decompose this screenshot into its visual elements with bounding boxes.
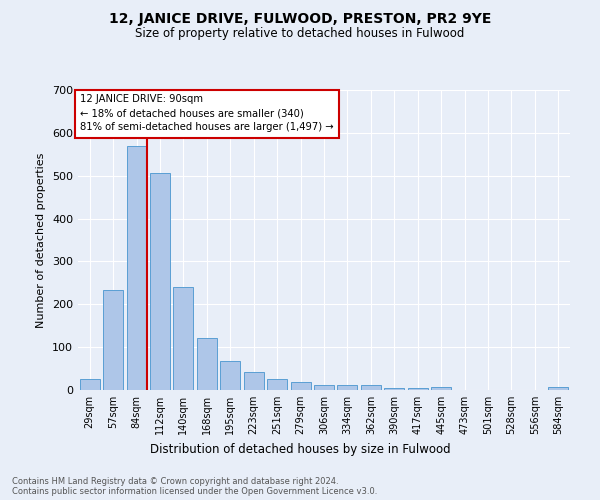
- Bar: [80, 380, 100, 390]
- Bar: [385, 388, 404, 390]
- Bar: [267, 380, 287, 390]
- Bar: [220, 362, 240, 390]
- Bar: [173, 287, 193, 390]
- Bar: [408, 388, 428, 390]
- Text: Size of property relative to detached houses in Fulwood: Size of property relative to detached ho…: [136, 28, 464, 40]
- Bar: [548, 388, 568, 390]
- Text: 12 JANICE DRIVE: 90sqm
← 18% of detached houses are smaller (340)
81% of semi-de: 12 JANICE DRIVE: 90sqm ← 18% of detached…: [80, 94, 334, 132]
- Bar: [361, 386, 381, 390]
- Bar: [290, 382, 311, 390]
- Bar: [197, 338, 217, 390]
- Y-axis label: Number of detached properties: Number of detached properties: [37, 152, 46, 328]
- Bar: [103, 290, 123, 390]
- Text: 12, JANICE DRIVE, FULWOOD, PRESTON, PR2 9YE: 12, JANICE DRIVE, FULWOOD, PRESTON, PR2 …: [109, 12, 491, 26]
- Bar: [150, 172, 170, 390]
- Bar: [244, 372, 263, 390]
- Text: Distribution of detached houses by size in Fulwood: Distribution of detached houses by size …: [149, 442, 451, 456]
- Text: Contains HM Land Registry data © Crown copyright and database right 2024.: Contains HM Land Registry data © Crown c…: [12, 478, 338, 486]
- Bar: [337, 386, 358, 390]
- Bar: [431, 386, 451, 390]
- Bar: [127, 146, 146, 390]
- Text: Contains public sector information licensed under the Open Government Licence v3: Contains public sector information licen…: [12, 488, 377, 496]
- Bar: [314, 385, 334, 390]
